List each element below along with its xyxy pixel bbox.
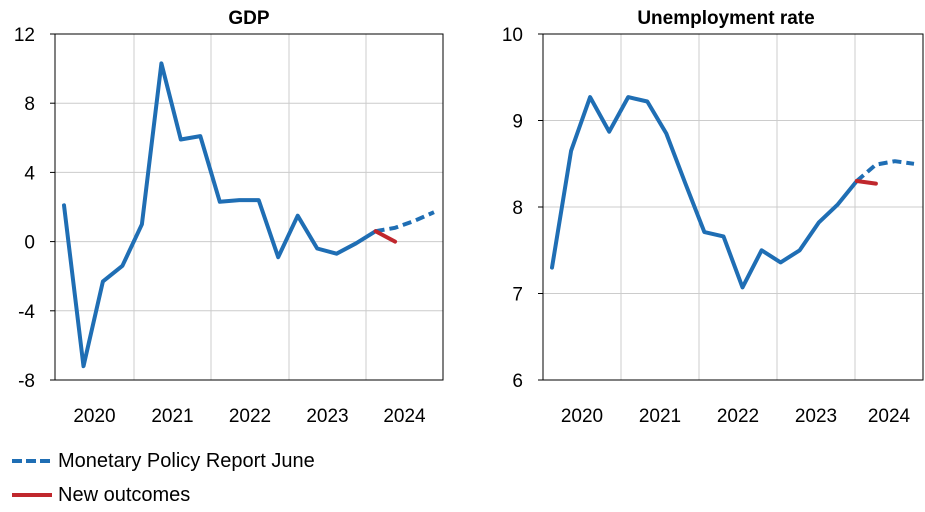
panel1-series-new-outcomes-line <box>373 229 398 244</box>
panel2-title: Unemployment rate <box>637 8 814 29</box>
legend-label-new-outcomes: New outcomes <box>58 483 191 506</box>
panel2-xtick-label: 2021 <box>639 406 681 427</box>
panel1-xtick-label: 2020 <box>73 406 115 427</box>
legend-swatch-new-outcomes <box>12 493 52 497</box>
panel2-xtick-label: 2023 <box>795 406 837 427</box>
panel2-ytick-label: 6 <box>512 371 523 392</box>
panel1-ytick-label: 8 <box>24 94 35 115</box>
panel2-series-mpr-june-line <box>550 95 859 290</box>
legend-label-mpr-june: Monetary Policy Report June <box>58 449 315 472</box>
panel2-ytick-label: 10 <box>502 25 523 46</box>
panel1-series-forecast-line <box>375 210 435 234</box>
panel2-xtick-label: 2022 <box>717 406 759 427</box>
panel2-ytick-label: 9 <box>512 112 523 133</box>
panel1-ytick-label: ‑4 <box>18 302 35 323</box>
panel1-xtick-label: 2021 <box>151 406 193 427</box>
panel1-ytick-label: 12 <box>14 25 35 46</box>
legend: Monetary Policy Report June New outcomes <box>12 444 315 512</box>
panel1-xtick-label: 2023 <box>306 406 348 427</box>
panel2-series-forecast-line <box>855 159 915 183</box>
panel1-title: GDP <box>228 8 270 29</box>
panel2-frame <box>542 33 924 381</box>
panel2-series-new-outcomes-line <box>854 179 878 186</box>
panel1-series-mpr-june-line <box>62 61 378 369</box>
chart-area: GDP 12 8 4 0 ‑4 ‑8 2020 2021 2022 2023 2024 Unemploy… <box>14 8 924 427</box>
legend-item-mpr-june: Monetary Policy Report June <box>12 444 315 478</box>
legend-swatch-mpr-june <box>12 459 52 463</box>
panel1-ytick-label: 4 <box>24 163 35 184</box>
panel1-xtick-label: 2024 <box>383 406 426 427</box>
panel1-ytick-label: ‑8 <box>18 371 35 392</box>
panel2-ytick-label: 7 <box>512 285 523 306</box>
panel2-xtick-label: 2024 <box>868 406 911 427</box>
panel1-xtick-label: 2022 <box>229 406 271 427</box>
panel2-ytick-label: 8 <box>512 198 523 219</box>
panel1-ytick-label: 0 <box>24 233 35 254</box>
panel2-xtick-label: 2020 <box>561 406 603 427</box>
panel1-frame <box>54 33 444 381</box>
legend-item-new-outcomes: New outcomes <box>12 478 315 512</box>
